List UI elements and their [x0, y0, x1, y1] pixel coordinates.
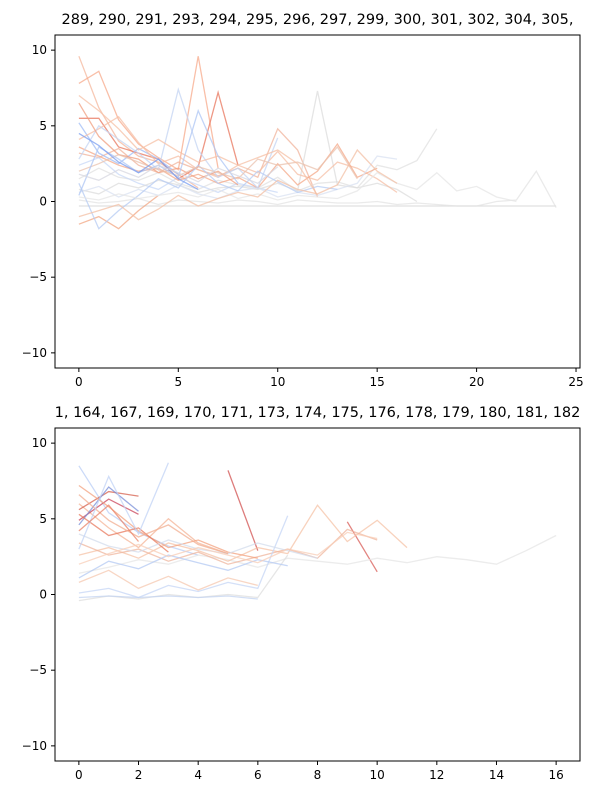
axes-frame — [54, 427, 581, 762]
y-tick-label: −10 — [22, 346, 47, 360]
series-line-10 — [78, 528, 378, 565]
series-line-17 — [78, 494, 229, 555]
x-tick-label: 10 — [370, 768, 385, 782]
series-line-24 — [78, 164, 279, 185]
x-tick-label: 15 — [370, 375, 385, 389]
series-line-20 — [78, 94, 319, 196]
x-tick-label: 25 — [568, 375, 583, 389]
y-tick-label: 10 — [32, 436, 47, 450]
series-line-18 — [78, 569, 258, 591]
y-tick-label: 5 — [39, 119, 47, 133]
x-tick-label: 2 — [135, 768, 143, 782]
series-line-14 — [78, 513, 169, 553]
series-line-7 — [346, 521, 378, 573]
chart-title: 289, 290, 291, 293, 294, 295, 296, 297, … — [62, 12, 574, 28]
x-tick-label: 0 — [75, 375, 83, 389]
chart-panel-2: 0 2 4 6 8 10 12 14 16 −10 −5 0 5 10 1, 164, 167, 169, … — [22, 405, 581, 782]
series-line-2 — [78, 503, 229, 555]
series-line-2 — [78, 56, 219, 171]
x-tick-label: 16 — [548, 768, 563, 782]
series-line-9 — [78, 504, 408, 562]
series-line-19 — [78, 462, 169, 550]
series-line-8 — [78, 534, 557, 574]
x-tick-label: 6 — [254, 768, 262, 782]
series-line-16 — [78, 102, 239, 186]
series-line-18 — [78, 145, 358, 180]
series-line-16 — [78, 533, 318, 559]
chart-title: 1, 164, 167, 169, 170, 171, 173, 174, 17… — [55, 405, 581, 421]
y-tick-label: −5 — [29, 270, 47, 284]
x-tick-label: 8 — [314, 768, 322, 782]
series-line-22 — [78, 595, 258, 600]
chart-panel-1: 0 5 10 15 20 25 −10 −5 0 5 10 289, 290, 291, 293, 2… — [22, 12, 584, 389]
series-group — [78, 55, 557, 230]
y-tick-label: 0 — [39, 195, 47, 209]
y-tick-label: 0 — [39, 588, 47, 602]
series-line-21 — [78, 531, 378, 565]
series-line-15 — [78, 87, 279, 190]
series-line-1 — [78, 55, 199, 189]
x-tick-label: 14 — [489, 768, 504, 782]
series-line-5 — [78, 486, 139, 526]
series-line-19 — [78, 171, 517, 203]
x-tick-label: 20 — [469, 375, 484, 389]
y-tick-label: 5 — [39, 512, 47, 526]
y-tick-label: −10 — [22, 739, 47, 753]
series-line-13 — [78, 484, 258, 559]
x-tick-label: 4 — [194, 768, 202, 782]
y-tick-label: 10 — [32, 43, 47, 57]
series-group — [78, 462, 557, 602]
series-line-7 — [78, 169, 557, 208]
series-line-22 — [78, 148, 398, 221]
series-line-20 — [78, 504, 140, 542]
x-tick-label: 12 — [429, 768, 444, 782]
x-tick-label: 0 — [75, 768, 83, 782]
y-tick-label: −5 — [29, 663, 47, 677]
x-tick-label: 10 — [270, 375, 285, 389]
series-line-11 — [78, 515, 289, 599]
series-line-6 — [227, 470, 259, 551]
series-line-9 — [78, 194, 159, 230]
x-tick-label: 5 — [174, 375, 182, 389]
series-line-23 — [78, 132, 199, 190]
